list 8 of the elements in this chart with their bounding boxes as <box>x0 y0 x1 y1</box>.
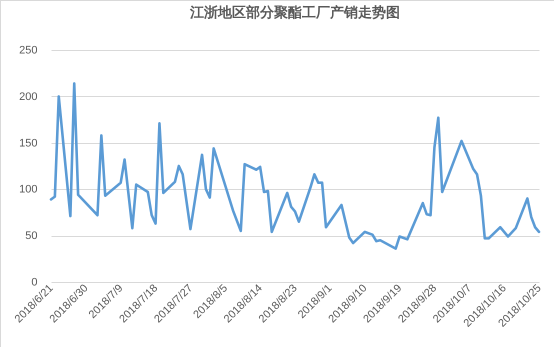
y-tick-label: 0 <box>31 276 38 288</box>
y-tick-label: 50 <box>25 230 38 242</box>
y-tick-label: 100 <box>19 184 38 196</box>
chart-title: 江浙地区部分聚酯工厂产销走势图 <box>189 4 400 21</box>
y-tick-label: 150 <box>19 137 38 150</box>
line-series <box>50 82 540 250</box>
y-tick-label: 200 <box>19 90 38 103</box>
y-tick-label: 250 <box>19 44 38 56</box>
